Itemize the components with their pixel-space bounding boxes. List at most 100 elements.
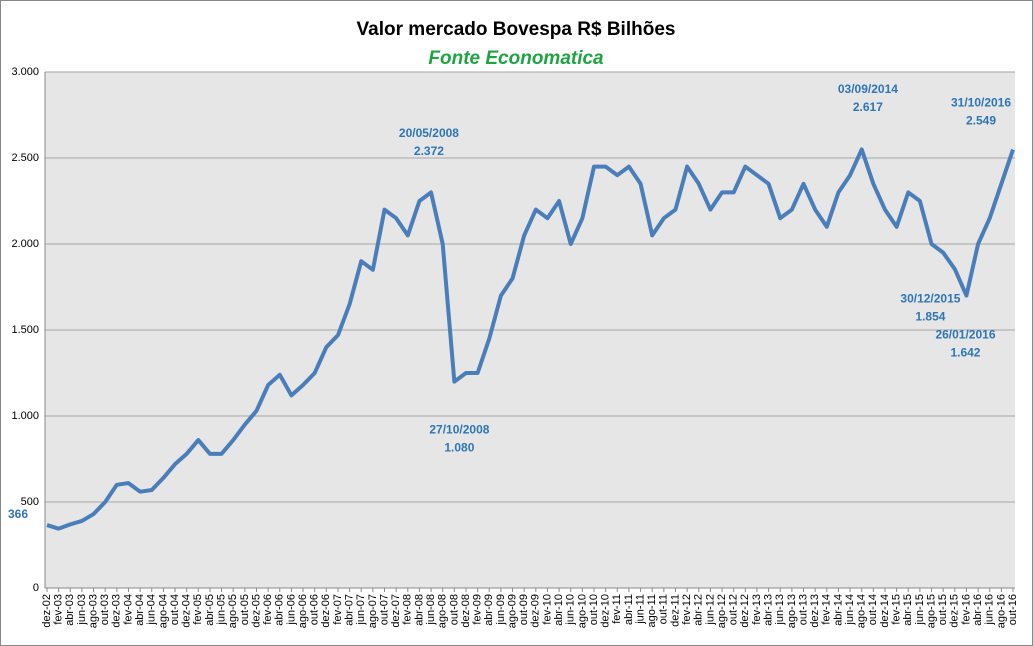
x-tick-label: jun-14 [844,594,856,626]
x-tick-label: dez-10 [600,594,612,628]
x-tick-label: jun-10 [565,594,577,626]
x-tick-label: abr-08 [413,594,425,626]
x-tick-label: dez-14 [879,594,891,628]
x-tick-label: jun-15 [914,594,926,626]
x-tick-label: ago-11 [646,594,658,627]
x-tick-label: ago-04 [157,594,169,628]
x-tick-label: abr-16 [972,594,984,626]
x-tick-label: ago-09 [506,594,518,628]
x-tick-label: abr-13 [762,594,774,626]
annotation-date: 03/09/2014 [838,82,898,96]
annotation-value: 366 [8,507,28,521]
x-tick-label: ago-12 [716,594,728,628]
x-tick-label: dez-15 [949,594,961,628]
annotation-date: 31/10/2016 [951,96,1011,110]
annotation-date: 20/05/2008 [399,126,459,140]
y-tick-label: 1.500 [11,324,39,336]
x-tick-label: dez-02 [41,594,53,628]
x-tick-label: ago-13 [786,594,798,628]
x-tick-label: fev-05 [192,594,204,625]
x-tick-label: abr-03 [64,594,76,626]
x-tick-label: fev-08 [402,594,414,625]
x-tick-label: dez-13 [809,594,821,628]
annotation-value: 1.080 [444,440,474,454]
x-tick-label: ago-06 [297,594,309,628]
x-tick-label: fev-09 [472,594,484,625]
x-tick-label: fev-12 [681,594,693,625]
x-tick-label: jun-05 [215,594,227,626]
x-tick-label: ago-08 [437,594,449,628]
x-tick-label: abr-06 [274,594,286,626]
chart-subtitle: Fonte Economatica [428,48,604,69]
x-tick-label: jun-07 [355,594,367,626]
y-tick-label: 2.500 [11,152,39,164]
x-tick-label: out-16 [1007,594,1019,625]
x-tick-label: ago-05 [227,594,239,628]
x-tick-label: jun-09 [495,594,507,626]
annotation-value: 2.617 [853,100,883,114]
annotation-value: 2.372 [414,144,444,158]
x-tick-label: jun-08 [425,594,437,626]
x-tick-label: jun-03 [76,594,88,626]
x-tick-label: ago-07 [367,594,379,628]
chart-title: Valor mercado Bovespa R$ Bilhões [357,19,676,40]
x-tick-label: out-12 [728,594,740,625]
x-tick-label: out-07 [378,594,390,625]
x-tick-label: ago-15 [925,594,937,628]
x-tick-label: out-08 [448,594,460,625]
annotation-value: 2.549 [966,114,996,128]
x-tick-label: dez-11 [669,594,681,627]
x-tick-label: dez-09 [530,594,542,628]
x-tick-label: jun-04 [146,594,158,626]
x-tick-label: fev-06 [262,594,274,625]
x-tick-label: fev-10 [541,594,553,625]
y-tick-label: 3.000 [11,66,39,78]
x-tick-label: ago-14 [856,594,868,628]
x-tick-label: jun-13 [774,594,786,626]
y-tick-label: 0 [33,582,39,594]
x-tick-label: fev-11 [611,594,623,624]
x-tick-label: out-13 [797,594,809,625]
x-tick-label: dez-04 [181,594,193,628]
x-tick-label: fev-04 [122,594,134,625]
x-tick-label: out-05 [239,594,251,625]
x-tick-label: out-06 [309,594,321,625]
annotation-date: 30/12/2015 [900,291,960,305]
x-tick-label: fev-14 [821,594,833,625]
x-tick-label: fev-13 [751,594,763,625]
x-tick-label: abr-14 [832,594,844,626]
x-tick-label: dez-03 [111,594,123,628]
x-tick-label: abr-09 [483,594,495,626]
x-tick-label: abr-07 [344,594,356,626]
x-tick-label: ago-16 [995,594,1007,628]
x-tick-label: abr-12 [693,594,705,626]
x-tick-label: jun-16 [984,594,996,626]
x-tick-label: out-14 [867,594,879,625]
x-tick-label: out-15 [937,594,949,625]
x-tick-label: dez-05 [250,594,262,628]
y-tick-label: 1.000 [11,410,39,422]
annotation-value: 1.642 [950,346,980,360]
x-tick-label: ago-03 [87,594,99,628]
x-tick-label: jun-06 [285,594,297,626]
x-tick-label: abr-15 [902,594,914,626]
x-tick-label: abr-11 [623,594,635,625]
y-tick-label: 500 [21,496,39,508]
annotation-date: 27/10/2008 [429,422,489,436]
annotation-value: 1.854 [915,309,945,323]
x-tick-label: dez-12 [739,594,751,628]
x-tick-label: fev-16 [960,594,972,625]
x-tick-label: jun-11 [634,594,646,625]
x-tick-label: abr-10 [553,594,565,626]
x-tick-label: abr-04 [134,594,146,626]
x-tick-label: out-09 [518,594,530,625]
x-tick-label: jun-12 [704,594,716,626]
x-tick-label: fev-15 [891,594,903,625]
x-tick-label: abr-05 [204,594,216,626]
x-tick-label: fev-07 [332,594,344,625]
x-tick-label: fev-03 [53,594,65,625]
x-tick-label: out-03 [99,594,111,625]
y-tick-label: 2.000 [11,238,39,250]
x-tick-label: out-04 [169,594,181,625]
